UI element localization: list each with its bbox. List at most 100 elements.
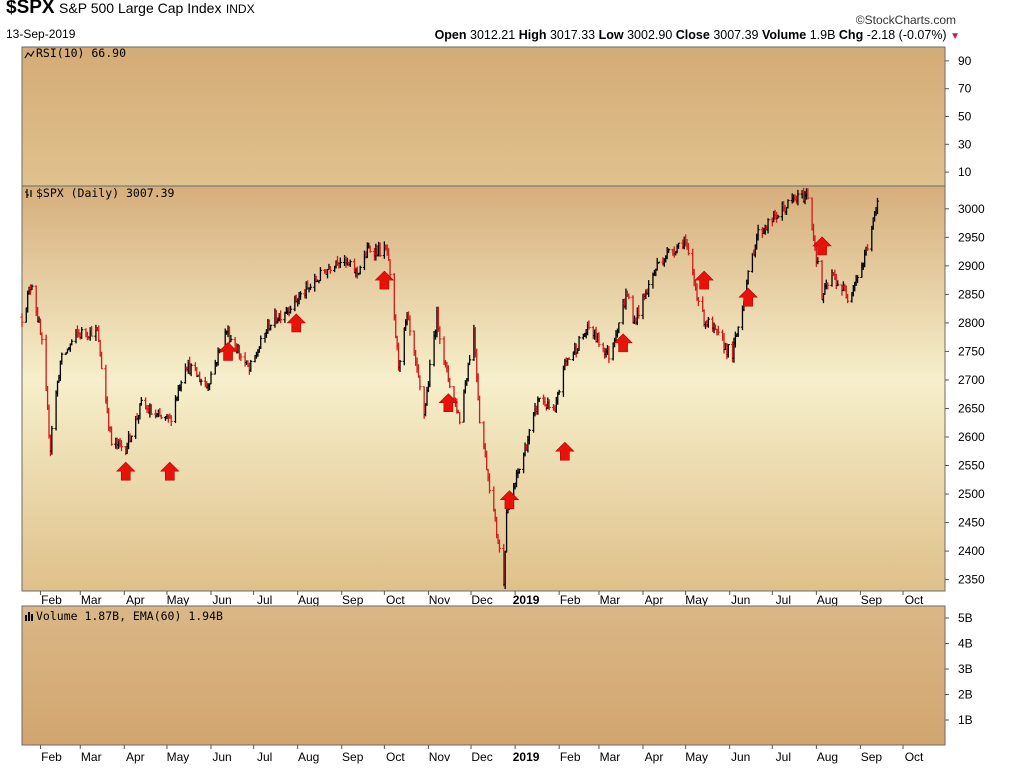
volume-label-group: Volume 1.87B, EMA(60) 1.94B xyxy=(25,609,223,623)
price-tick-label: 2800 xyxy=(958,316,985,330)
x-tick-label: Jul xyxy=(257,750,272,764)
price-bar xyxy=(368,245,372,253)
down-triangle-icon: ▼ xyxy=(950,31,960,42)
index-name: S&P 500 Large Cap Index xyxy=(59,0,222,16)
price-tick-label: 2950 xyxy=(958,230,985,244)
price-bar xyxy=(209,371,213,385)
close-value: 3007.39 xyxy=(713,28,759,42)
brand[interactable]: ©StockCharts.com xyxy=(855,13,956,27)
x-tick-label: Apr xyxy=(645,593,664,607)
volume-panel: Volume 1.87B, EMA(60) 1.94B 5B 4B 3B 2B 1B F… xyxy=(21,605,973,764)
price-bar xyxy=(816,257,820,265)
price-bar xyxy=(458,411,462,425)
price-bar xyxy=(855,275,860,284)
quote-line: Open 3012.21 High 3017.33 Low 3002.90 Cl… xyxy=(435,28,960,42)
price-bar xyxy=(119,440,124,452)
up-arrow-marker xyxy=(116,461,136,481)
price-bar xyxy=(756,224,760,241)
price-bar xyxy=(388,259,392,279)
price-bar xyxy=(875,197,880,215)
x-tick-label: Apr xyxy=(645,750,664,764)
x-tick-label: 2019 xyxy=(513,593,540,607)
chart-date: 13-Sep-2019 xyxy=(6,27,76,41)
x-tick-label: Dec xyxy=(471,750,492,764)
rsi-panel: RSI(10) 66.90 90 70 50 30 10 xyxy=(21,46,972,187)
rsi-tick-label: 10 xyxy=(958,165,972,179)
chg-label: Chg xyxy=(838,28,864,42)
price-bar xyxy=(288,305,293,314)
x-tick-label: Jun xyxy=(731,593,750,607)
x-tick-label: Mar xyxy=(81,593,102,607)
up-arrow-marker xyxy=(374,270,395,290)
price-bars xyxy=(20,187,880,590)
high-value: 3017.33 xyxy=(549,28,596,42)
price-bar xyxy=(806,188,810,200)
price-bar xyxy=(199,378,203,386)
volume-tick-label: 3B xyxy=(958,662,973,676)
x-tick-label: Aug xyxy=(817,593,838,607)
rsi-icon xyxy=(24,50,35,59)
rsi-label-group: RSI(10) 66.90 xyxy=(24,46,126,60)
volume-label: Volume 1.87B, EMA(60) 1.94B xyxy=(36,609,223,623)
x-tick-label: Sep xyxy=(342,750,364,764)
x-tick-label: May xyxy=(167,593,190,607)
price-bar xyxy=(657,261,661,264)
up-arrow-marker xyxy=(438,393,459,413)
x-tick-label: Jun xyxy=(731,750,750,764)
low-value: 3002.90 xyxy=(627,28,673,42)
x-tick-label: Sep xyxy=(342,593,364,607)
price-bar xyxy=(408,315,412,336)
price-bar xyxy=(40,332,44,345)
open-value: 3012.21 xyxy=(470,28,516,42)
up-arrow-marker xyxy=(218,341,238,361)
price-bar xyxy=(229,334,233,343)
rsi-label: RSI(10) 66.90 xyxy=(36,46,126,60)
price-bar xyxy=(666,248,671,254)
up-arrow-marker xyxy=(812,236,832,256)
price-bar xyxy=(786,199,790,209)
price-bar xyxy=(796,189,800,206)
volume-y-axis: 5B 4B 3B 2B 1B xyxy=(945,611,973,727)
price-bar xyxy=(438,326,442,345)
x-tick-label: Oct xyxy=(905,750,924,764)
price-bar xyxy=(60,352,64,365)
price-bar xyxy=(567,357,571,361)
price-tick-label: 2500 xyxy=(958,487,985,501)
price-bar xyxy=(477,395,482,424)
price-bar xyxy=(358,265,362,275)
x-tick-label: Apr xyxy=(126,593,145,607)
title-line: $SPX S&P 500 Large Cap Index INDX xyxy=(6,0,255,19)
up-arrow-marker xyxy=(555,441,575,461)
price-bar xyxy=(647,280,651,298)
price-tick-label: 2450 xyxy=(958,516,985,530)
price-bar xyxy=(328,266,332,274)
price-bar xyxy=(766,218,770,234)
price-icon xyxy=(25,189,32,198)
price-bar xyxy=(487,473,492,494)
open-label: Open xyxy=(434,28,467,42)
x-tick-label: Oct xyxy=(386,593,405,607)
x-tick-label: Jun xyxy=(212,750,231,764)
volume-tick-label: 4B xyxy=(958,637,973,651)
x-tick-label: May xyxy=(685,593,708,607)
price-y-axis: 3000 2950 2900 2850 2800 2750 2700 2650 2600 2550… xyxy=(945,202,985,587)
annotation-arrows xyxy=(116,236,832,510)
x-tick-label: Sep xyxy=(861,593,883,607)
x-tick-label: Nov xyxy=(429,593,450,607)
price-bar xyxy=(279,310,283,324)
x-tick-label: Aug xyxy=(298,593,319,607)
symbol[interactable]: $SPX xyxy=(6,0,55,18)
volume-value: 1.9B xyxy=(809,28,836,42)
x-axis-bottom: Feb Mar Apr May Jun Jul Aug Sep Oct Nov Dec 2019 Feb… xyxy=(39,745,924,764)
price-bar xyxy=(836,280,840,287)
price-bar xyxy=(338,257,342,268)
volume-tick-label: 5B xyxy=(958,611,973,625)
price-bar xyxy=(607,345,611,364)
x-axis-top: Feb Mar Apr May Jun Jul Aug Sep Oct Nov Dec 2019 Feb… xyxy=(39,591,924,607)
x-tick-label: Jul xyxy=(257,593,272,607)
price-bar xyxy=(269,324,273,331)
volume-tick-label: 1B xyxy=(958,713,973,727)
price-tick-label: 2650 xyxy=(958,401,985,415)
price-tick-label: 2550 xyxy=(958,459,985,473)
